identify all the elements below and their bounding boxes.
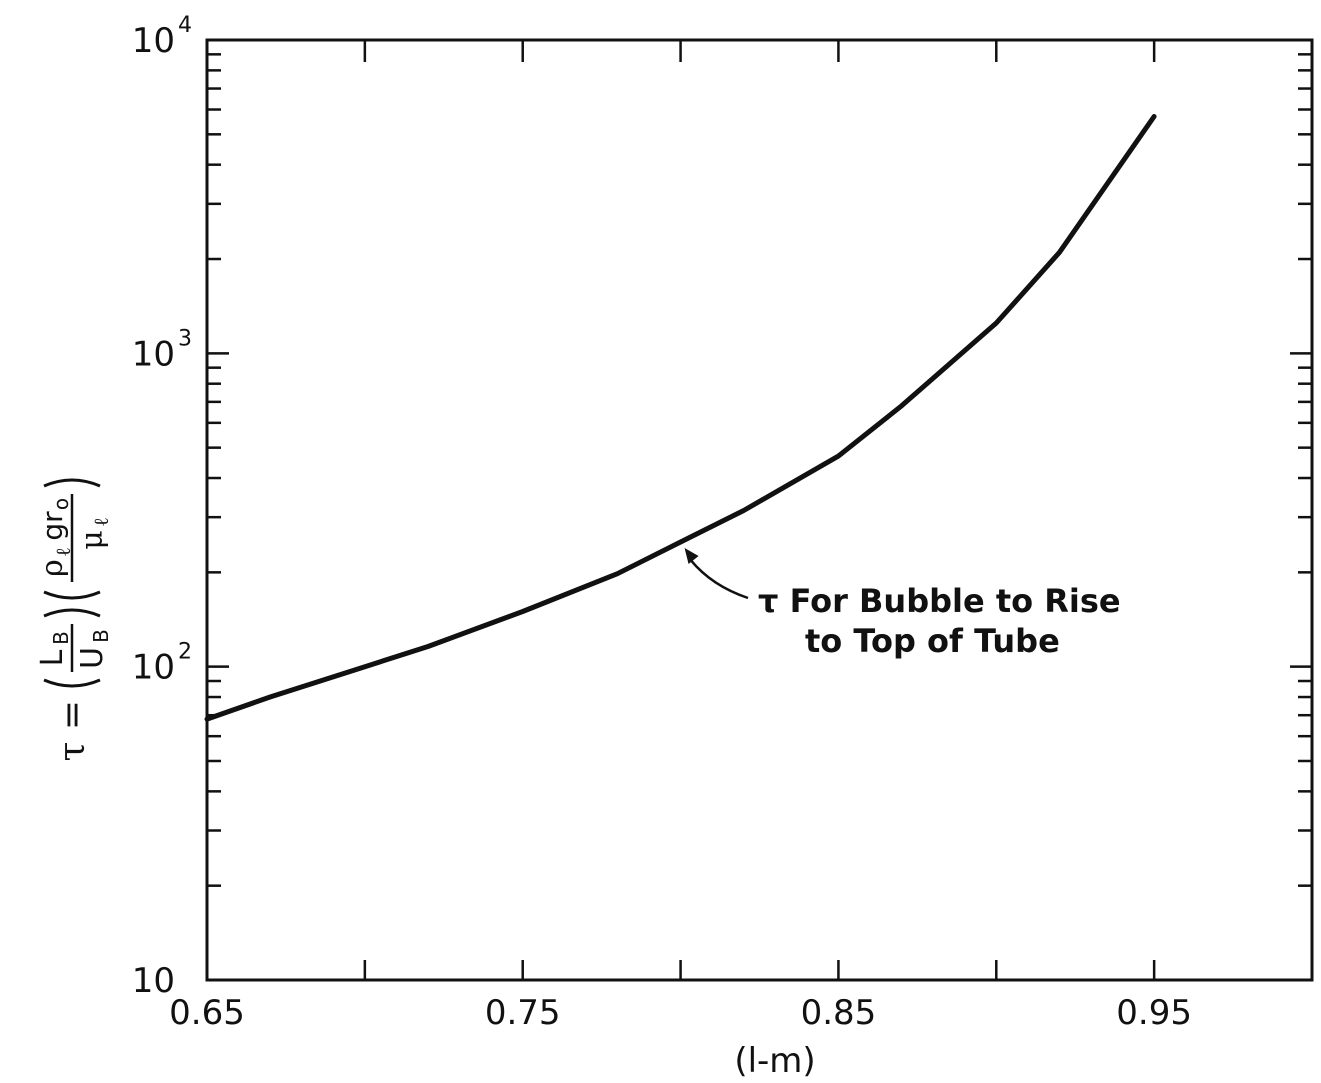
- x-tick-label: 0.65: [169, 993, 245, 1033]
- annotation-arrow-head: [684, 547, 699, 564]
- y-axis-frac2-rho-sub: ℓ: [51, 547, 75, 557]
- y-axis-frac2-gr-sub: o: [49, 498, 73, 510]
- y-tick-label-exponent: 4: [178, 13, 192, 38]
- y-axis-title-lhs: τ =: [52, 700, 93, 762]
- x-tick-label: 0.95: [1116, 993, 1192, 1033]
- y-axis-frac2-mu-sub: ℓ: [89, 517, 113, 527]
- y-tick-label-exponent: 2: [178, 640, 192, 665]
- curve-annotation-line1: τ For Bubble to Rise: [758, 582, 1121, 620]
- y-axis-paren-left-2: [43, 590, 101, 600]
- y-tick-label: 10: [132, 961, 175, 1001]
- y-tick-label-exponent: 3: [178, 326, 192, 351]
- y-axis-frac2-mu: μ: [75, 530, 110, 550]
- x-tick-label: 0.85: [801, 993, 877, 1033]
- y-tick-label: 10: [132, 21, 175, 61]
- y-tick-label: 10: [132, 648, 175, 688]
- plot-frame: [205, 38, 1314, 982]
- y-axis-frac1-den-sub: B: [89, 629, 113, 643]
- curve-annotation-line2: to Top of Tube: [805, 622, 1060, 660]
- y-axis-paren-right-1: [43, 608, 101, 618]
- y-axis-frac1-num: L: [35, 649, 70, 666]
- y-axis-title: τ = L B U B ρ ℓ gr o μ ℓ: [35, 478, 113, 762]
- series-line: [204, 114, 1157, 722]
- y-axis-paren-right-2: [43, 478, 101, 488]
- annotation-arrow-shaft: [689, 559, 749, 600]
- y-axis-frac2-rho: ρ: [35, 559, 70, 577]
- y-axis-paren-left-1: [43, 678, 101, 688]
- y-axis-frac1-den: U: [75, 647, 110, 669]
- y-axis-frac2-gr: gr: [36, 511, 69, 541]
- x-tick-label: 0.75: [485, 993, 561, 1033]
- y-tick-label: 10: [132, 334, 175, 374]
- y-axis-frac1-num-sub: B: [49, 631, 73, 645]
- x-axis-title: (l-m): [734, 1041, 815, 1081]
